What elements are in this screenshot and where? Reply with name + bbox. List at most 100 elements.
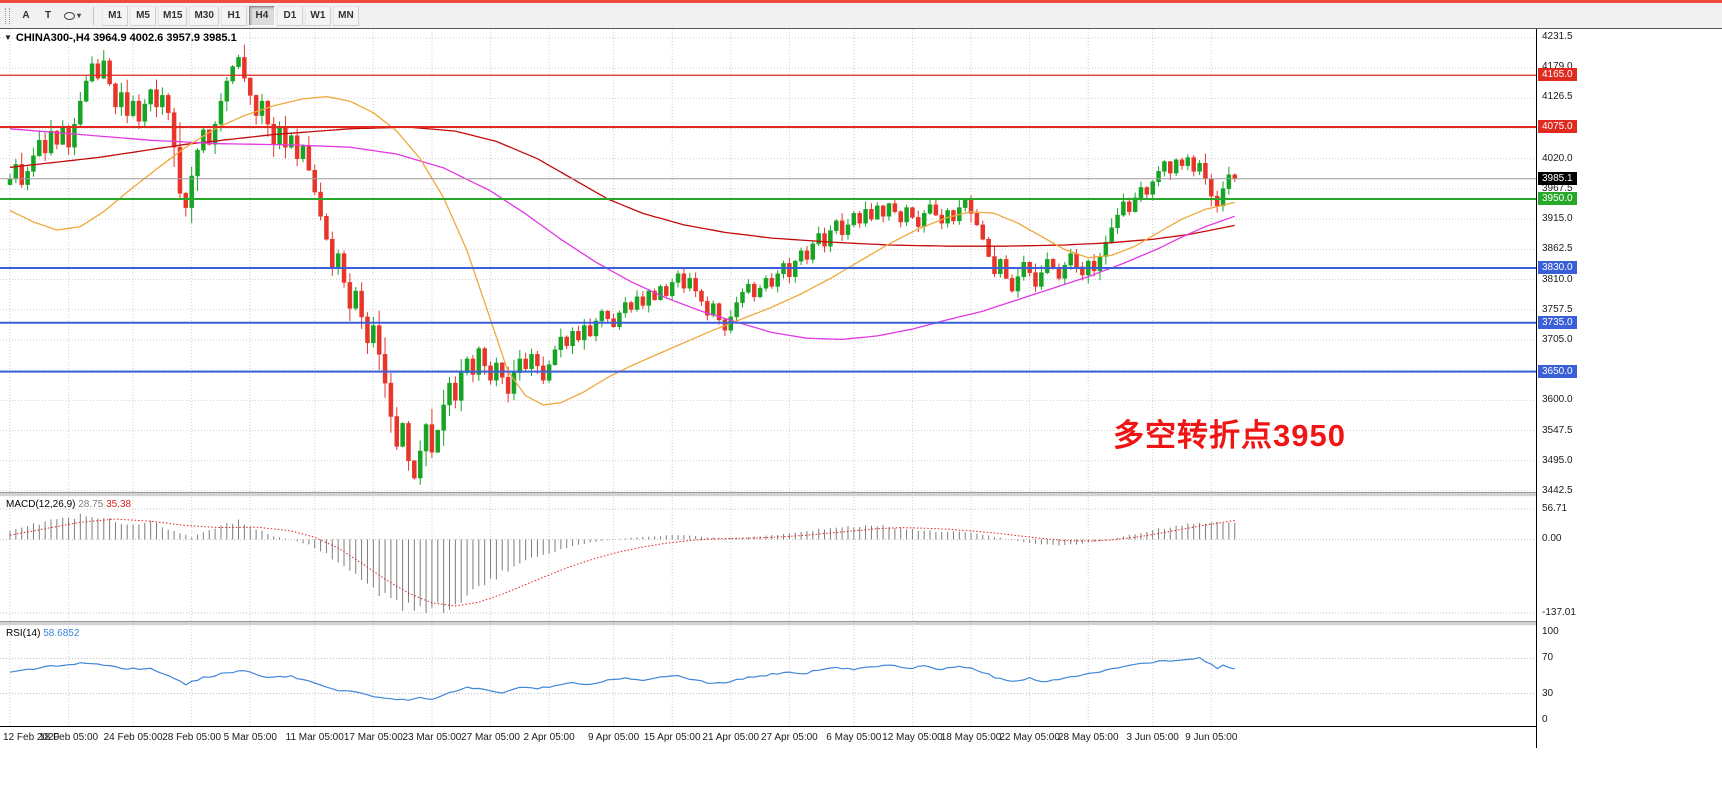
- macd-signal-value: 35.38: [106, 499, 132, 510]
- main-chart-panel[interactable]: ▼ CHINA300-,H4 3964.9 4002.6 3957.9 3985.…: [0, 29, 1537, 492]
- timeframe-button-h1[interactable]: H1: [220, 5, 247, 26]
- ellipse-icon: [64, 11, 75, 20]
- time-axis-label: 11 Mar 05:00: [285, 732, 344, 743]
- time-axis-label: 9 Jun 05:00: [1185, 732, 1238, 743]
- shapes-tool-icon[interactable]: ▾: [59, 6, 86, 26]
- one-click-trading-arrow-icon[interactable]: ▼: [4, 33, 12, 42]
- symbol-period-label: CHINA300-,H4: [15, 32, 90, 44]
- macd-axis-label: -137.01: [1542, 607, 1576, 618]
- level-badge-3830.0: 3830.0: [1538, 261, 1577, 275]
- time-axis-label: 18 May 05:00: [940, 732, 1002, 743]
- time-axis-label: 9 Apr 05:00: [588, 732, 640, 743]
- time-axis-label: 22 May 05:00: [999, 732, 1060, 743]
- ma-mid-magenta: [9, 128, 1235, 341]
- macd-axis-label: 56.71: [1542, 503, 1568, 514]
- price-axis-label: 3600.0: [1542, 394, 1573, 406]
- rsi-axis-label: 100: [1542, 626, 1559, 637]
- panel-divider[interactable]: [0, 492, 1722, 497]
- macd-histogram: [9, 513, 1236, 614]
- level-badge-4075.0: 4075.0: [1538, 120, 1577, 134]
- time-axis-label: 28 May 05:00: [1057, 732, 1119, 743]
- price-axis-label: 3705.0: [1542, 333, 1573, 345]
- price-axis-label: 3757.5: [1542, 303, 1573, 315]
- macd-axis-label: 0.00: [1542, 533, 1562, 545]
- grid: [0, 497, 1536, 621]
- chevron-down-icon: ▾: [77, 11, 82, 20]
- time-axis-label: 6 May 05:00: [826, 732, 882, 743]
- time-axis-label: 18 Feb 05:00: [39, 732, 99, 743]
- timeframe-button-m5[interactable]: M5: [130, 5, 157, 26]
- panel-divider[interactable]: [0, 621, 1722, 626]
- price-axis-label: 4179.0: [1542, 61, 1573, 73]
- price-axis-label: 3495.0: [1542, 454, 1573, 466]
- macd-main-value: 28.75: [78, 499, 104, 510]
- timeframe-button-h4[interactable]: H4: [248, 5, 275, 26]
- time-axis-label: 12 May 05:00: [882, 732, 943, 743]
- macd-chart: [0, 497, 1536, 621]
- rsi-line: [9, 656, 1235, 701]
- chart-title: ▼ CHINA300-,H4 3964.9 4002.6 3957.9 3985.…: [4, 32, 237, 44]
- time-axis: 12 Feb 2020 18 Feb 05:00 24 Feb 05:00 28 Fe…: [0, 726, 1722, 752]
- time-axis-label: 15 Apr 05:00: [643, 732, 701, 743]
- rsi-title: RSI(14) 58.6852: [6, 628, 80, 639]
- rsi-panel[interactable]: RSI(14) 58.6852: [0, 626, 1537, 726]
- level-badge-3650.0: 3650.0: [1538, 364, 1577, 378]
- price-axis: 4231.5 4179.0 4126.5 4020.0 3967.5 3915.0 3862…: [1537, 29, 1722, 748]
- time-axis-label: 5 Mar 05:00: [223, 732, 277, 743]
- time-axis-label: 23 Mar 05:00: [402, 732, 462, 743]
- chart-annotation-text[interactable]: 多空转折点3950: [1113, 418, 1346, 453]
- macd-title: MACD(12,26,9) 28.75 35.38: [6, 499, 132, 510]
- toolbar-grip[interactable]: [5, 7, 10, 24]
- window-top-edge: [0, 0, 1722, 3]
- timeframe-button-group: M1 M5 M15 M30 H1 H4 D1 W1 MN: [101, 5, 360, 26]
- bid-price-badge: 3985.1: [1538, 171, 1577, 185]
- time-axis-label: 28 Feb 05:00: [162, 732, 222, 743]
- rsi-axis-label: 70: [1542, 652, 1554, 664]
- timeframe-button-m1[interactable]: M1: [102, 5, 129, 26]
- time-axis-label: 3 Jun 05:00: [1126, 732, 1179, 743]
- candlestick-chart[interactable]: [0, 29, 1537, 492]
- level-badge-4165.0: 4165.0: [1538, 68, 1577, 82]
- ohlc-values: 3964.9 4002.6 3957.9 3985.1: [92, 32, 237, 44]
- price-axis-label: 3862.5: [1542, 243, 1573, 255]
- rsi-chart: [0, 626, 1536, 726]
- price-axis-label: 3915.0: [1542, 213, 1573, 225]
- price-axis-label: 3967.5: [1542, 182, 1573, 194]
- price-axis-label: 3810.0: [1542, 273, 1573, 285]
- time-axis-label: 12 Feb 2020: [3, 732, 60, 743]
- price-axis-label: 4126.5: [1542, 91, 1573, 103]
- time-axis-label: 17 Mar 05:00: [343, 732, 403, 743]
- ma-slow-red: [9, 126, 1235, 247]
- macd-panel[interactable]: MACD(12,26,9) 28.75 35.38: [0, 497, 1537, 621]
- rsi-value: 58.6852: [43, 628, 80, 639]
- timeframe-button-m15[interactable]: M15: [158, 5, 188, 26]
- text-tool-icon[interactable]: T: [37, 6, 59, 26]
- price-axis-label: 3547.5: [1542, 424, 1573, 436]
- moving-averages: [9, 95, 1235, 406]
- horizontal-levels: [0, 74, 1536, 373]
- timeframe-button-m30[interactable]: M30: [189, 5, 219, 26]
- level-badge-3735.0: 3735.0: [1538, 315, 1577, 329]
- time-axis-label: 21 Apr 05:00: [702, 732, 760, 743]
- price-axis-label: 3442.5: [1542, 485, 1573, 496]
- rsi-axis-label: 0: [1542, 714, 1548, 725]
- price-axis-label: 4231.5: [1542, 31, 1573, 42]
- toolbar: A T ▾ M1 M5 M15 M30 H1 H4 D1 W1 MN: [0, 3, 1722, 28]
- time-axis-label: 27 Apr 05:00: [761, 732, 818, 743]
- axis-separator-line: [1536, 29, 1537, 748]
- time-axis-label: 24 Feb 05:00: [103, 732, 163, 743]
- price-axis-label: 4020.0: [1542, 152, 1573, 164]
- grid: [0, 626, 1536, 726]
- timeframe-button-mn[interactable]: MN: [332, 5, 359, 26]
- toolbar-separator: [93, 6, 95, 25]
- macd-signal-line: [9, 518, 1235, 607]
- rsi-axis-label: 30: [1542, 687, 1554, 699]
- time-axis-label: 2 Apr 05:00: [523, 732, 575, 743]
- level-badge-3950.0: 3950.0: [1538, 191, 1577, 205]
- annotation-a-tool-icon[interactable]: A: [15, 6, 37, 26]
- ma-fast-orange: [9, 95, 1235, 406]
- panel-border: [0, 28, 1722, 29]
- timeframe-button-w1[interactable]: W1: [304, 5, 331, 26]
- timeframe-button-d1[interactable]: D1: [276, 5, 303, 26]
